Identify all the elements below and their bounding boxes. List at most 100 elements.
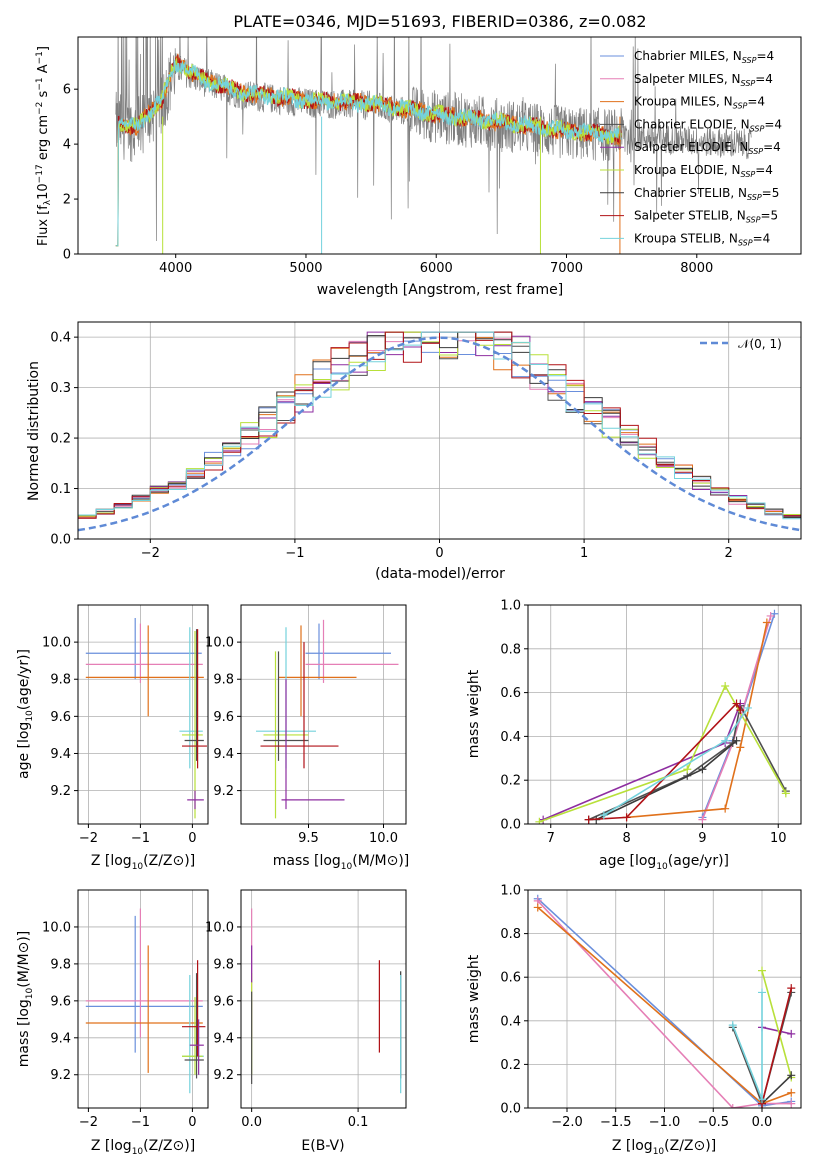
chart-7: −2.0 −1.5 −1.0 −0.5 0.0 0.0 0.2 0.4 0.6 0.8 1.0 bbox=[500, 884, 802, 1130]
weight-marker-kroupa_elodie bbox=[758, 966, 766, 975]
x-tick-label: 0 bbox=[435, 546, 443, 561]
y-tick-label: 1.0 bbox=[500, 884, 521, 899]
weight-line-salpeter_miles bbox=[537, 900, 792, 1108]
label-part: (age/yr)] bbox=[668, 853, 729, 869]
legend-subscript: SSP bbox=[746, 216, 761, 225]
y-tick-label: 9.8 bbox=[213, 957, 234, 972]
y-tick-label: 9.4 bbox=[50, 747, 71, 762]
label-subscript: 10 bbox=[656, 862, 668, 872]
chart-2: −2 −1 0 9.2 9.4 9.6 9.8 10.0 bbox=[42, 604, 209, 846]
weight-marker-salpeter_miles bbox=[787, 1099, 796, 1108]
plot-area bbox=[115, 37, 752, 254]
legend-text: Kroupa MILES, N bbox=[634, 95, 733, 109]
legend-text: =4 bbox=[753, 231, 771, 245]
axes-frame: −2 −1 0 9.2 9.4 9.6 9.8 10.0 bbox=[42, 889, 209, 1130]
y-tick-label: 2 bbox=[63, 193, 71, 208]
y-axis-label: age [log10(age/yr)] bbox=[16, 649, 35, 779]
axes-frame: 4000 5000 6000 7000 8000 0 2 4 6 Chabrier MILES, … bbox=[63, 36, 802, 276]
legend-text: =4 bbox=[747, 95, 765, 109]
chart-1: −2 −1 0 1 2 0.0 0.1 0.2 0.3 0.4 𝒩(0, 1) bbox=[50, 321, 802, 561]
weight-marker-chabrier_stelib bbox=[698, 765, 707, 774]
y-tick-label: 0.6 bbox=[500, 971, 521, 986]
x-tick-label: 6000 bbox=[420, 261, 453, 276]
data-spectrum-line bbox=[115, 37, 752, 242]
y-tick-label: 9.2 bbox=[213, 1068, 234, 1083]
x-tick-label: −2 bbox=[79, 1115, 98, 1130]
label-part: s bbox=[36, 90, 51, 101]
y-tick-label: 0.2 bbox=[500, 774, 521, 789]
x-tick-label: 8 bbox=[622, 831, 630, 846]
weight-line-kroupa_elodie bbox=[761, 970, 793, 1078]
axes-border bbox=[77, 36, 802, 255]
legend-subscript: SSP bbox=[748, 147, 763, 156]
label-part: mass [log bbox=[273, 853, 341, 869]
axes-border bbox=[527, 604, 802, 825]
x-tick-label: 1 bbox=[580, 546, 588, 561]
x-tick-label: −2 bbox=[79, 831, 98, 846]
legend-text: Kroupa ELODIE, N bbox=[634, 163, 741, 177]
model-spectrum-kroupa_stelib bbox=[115, 59, 622, 247]
weight-marker-chabrier_stelib bbox=[732, 736, 741, 745]
y-tick-label: 0.1 bbox=[50, 482, 71, 497]
weight-line-salpeter_stelib bbox=[761, 987, 793, 1104]
legend-entry: Chabrier ELODIE, NSSP=4 bbox=[634, 117, 782, 133]
weight-marker-kroupa_stelib bbox=[743, 703, 752, 712]
plot-area bbox=[85, 908, 206, 1094]
weight-marker-salpeter_stelib bbox=[622, 813, 631, 822]
y-tick-label: 0 bbox=[63, 248, 71, 263]
x-tick-label: −1.0 bbox=[649, 1115, 681, 1130]
legend-text: Chabrier ELODIE, N bbox=[634, 117, 750, 131]
legend-subscript: SSP bbox=[741, 79, 756, 88]
y-tick-label: 10.0 bbox=[205, 920, 234, 935]
y-axis-label: mass [log10(M/M⊙)] bbox=[16, 931, 35, 1068]
chart-4: 7 8 9 10 0.0 0.2 0.4 0.6 0.8 1.0 bbox=[500, 599, 802, 846]
y-tick-label: 0.4 bbox=[500, 730, 521, 745]
legend-text: =4 bbox=[764, 117, 782, 131]
label-part: λ bbox=[43, 199, 53, 205]
label-part: −1 bbox=[35, 77, 45, 90]
y-tick-label: 10.0 bbox=[42, 636, 71, 651]
weight-marker-kroupa_stelib bbox=[758, 1095, 766, 1104]
y-tick-label: 9.6 bbox=[213, 994, 234, 1009]
plot-area bbox=[535, 609, 790, 824]
weight-line-salpeter_stelib bbox=[588, 702, 741, 821]
model-spectrum-kroupa_elodie bbox=[115, 57, 622, 247]
x-tick-label: −1 bbox=[285, 546, 304, 561]
weight-marker-chabrier_miles bbox=[770, 609, 779, 618]
label-part: Z [log bbox=[91, 853, 132, 869]
legend-entry: Kroupa ELODIE, NSSP=4 bbox=[634, 163, 773, 179]
legend-text: =4 bbox=[756, 49, 774, 63]
legend-text: Chabrier STELIB, N bbox=[634, 186, 747, 200]
label-part: age [log bbox=[16, 722, 32, 779]
x-tick-label: −0.5 bbox=[697, 1115, 729, 1130]
y-tick-label: 9.2 bbox=[50, 1068, 71, 1083]
y-tick-label: 4 bbox=[63, 138, 71, 153]
weight-marker-kroupa_miles bbox=[736, 743, 745, 752]
legend-entry: Chabrier STELIB, NSSP=5 bbox=[634, 186, 779, 202]
label-part: −17 bbox=[35, 164, 45, 183]
label-subscript: 10 bbox=[25, 710, 35, 722]
model-spectrum-kroupa_miles bbox=[115, 53, 622, 247]
label-subscript: 10 bbox=[132, 862, 144, 872]
legend-entry: Salpeter MILES, NSSP=4 bbox=[634, 72, 773, 88]
x-tick-label: −1 bbox=[131, 1115, 150, 1130]
y-tick-label: 0.3 bbox=[50, 381, 71, 396]
axes-frame: −2.0 −1.5 −1.0 −0.5 0.0 0.0 0.2 0.4 0.6 0.8 1.0 bbox=[500, 884, 802, 1130]
chart-3: 9.5 10.0 9.2 9.4 9.6 9.8 10.0 bbox=[205, 604, 407, 846]
y-tick-label: 0.0 bbox=[50, 533, 71, 548]
weight-marker-kroupa_elodie bbox=[721, 682, 730, 691]
weight-marker-kroupa_miles bbox=[721, 804, 730, 813]
legend-text: =4 bbox=[755, 163, 773, 177]
legend-subscript: SSP bbox=[741, 170, 756, 179]
y-tick-label: 0.0 bbox=[500, 1102, 521, 1117]
x-tick-label: 0 bbox=[188, 831, 196, 846]
weight-marker-salpeter_stelib bbox=[736, 706, 745, 715]
axes-border bbox=[77, 604, 209, 825]
axes-frame: 7 8 9 10 0.0 0.2 0.4 0.6 0.8 1.0 bbox=[500, 599, 802, 846]
y-tick-label: 0.6 bbox=[500, 686, 521, 701]
legend-text: =4 bbox=[755, 72, 773, 86]
label-subscript: 10 bbox=[341, 862, 353, 872]
plot-area bbox=[256, 619, 399, 819]
label-part: erg cm bbox=[36, 115, 51, 164]
